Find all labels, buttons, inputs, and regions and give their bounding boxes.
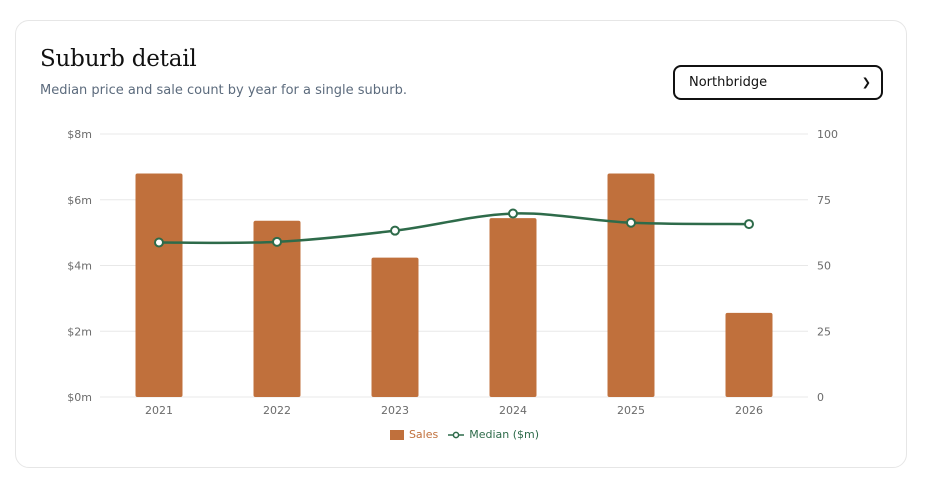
y-right-tick-label: 25 <box>817 325 831 338</box>
y-right-tick-label: 75 <box>817 194 831 207</box>
median-point[interactable] <box>508 208 518 219</box>
y-right-tick-label: 100 <box>817 128 838 141</box>
grid-lines <box>100 133 808 398</box>
legend-swatch-median <box>448 431 465 438</box>
median-point[interactable] <box>390 225 400 236</box>
y-left-tick-label: $6m <box>67 194 92 207</box>
legend-label-sales: Sales <box>408 428 439 441</box>
median-point[interactable] <box>272 236 282 247</box>
median-point[interactable] <box>154 237 164 248</box>
median-point[interactable] <box>744 219 754 230</box>
y-right-tick-label: 50 <box>817 260 831 273</box>
y-left-tick-label: $4m <box>67 260 92 273</box>
suburb-select[interactable]: Northbridge ❯ <box>673 65 883 100</box>
chevron-down-icon: ❯ <box>861 76 871 89</box>
median-point[interactable] <box>626 217 636 228</box>
page-title: Suburb detail <box>40 46 197 72</box>
sales-bar[interactable] <box>725 312 773 397</box>
x-tick-label: 2026 <box>735 404 763 417</box>
x-tick-label: 2022 <box>263 404 291 417</box>
y-right-tick-label: 0 <box>817 391 824 404</box>
y-left-tick-label: $8m <box>67 128 92 141</box>
sales-bar[interactable] <box>607 173 655 397</box>
legend: Sales Median ($m) <box>0 428 929 441</box>
median-line-path <box>158 212 750 245</box>
x-tick-label: 2023 <box>381 404 409 417</box>
axis-labels: $0m 0 $2m 25 $4m 50 $6m 75 $8m 100 2021 2022 2023 202… <box>67 128 838 417</box>
sales-bar[interactable] <box>253 220 301 397</box>
legend-item-sales[interactable]: Sales <box>389 428 439 441</box>
sales-bar[interactable] <box>371 257 419 397</box>
y-left-tick-label: $2m <box>67 325 92 338</box>
suburb-select-value: Northbridge <box>689 75 768 90</box>
x-tick-label: 2024 <box>499 404 527 417</box>
legend-swatch-sales <box>389 429 404 440</box>
x-tick-label: 2021 <box>145 404 173 417</box>
legend-item-median[interactable]: Median ($m) <box>448 428 539 441</box>
sales-bars <box>135 173 773 397</box>
y-left-tick-label: $0m <box>67 391 92 404</box>
sales-bar[interactable] <box>135 173 183 397</box>
median-line <box>154 208 754 248</box>
page-subtitle: Median price and sale count by year for … <box>40 83 407 98</box>
legend-label-median: Median ($m) <box>469 428 540 441</box>
sales-bar[interactable] <box>489 218 537 397</box>
x-tick-label: 2025 <box>617 404 645 417</box>
